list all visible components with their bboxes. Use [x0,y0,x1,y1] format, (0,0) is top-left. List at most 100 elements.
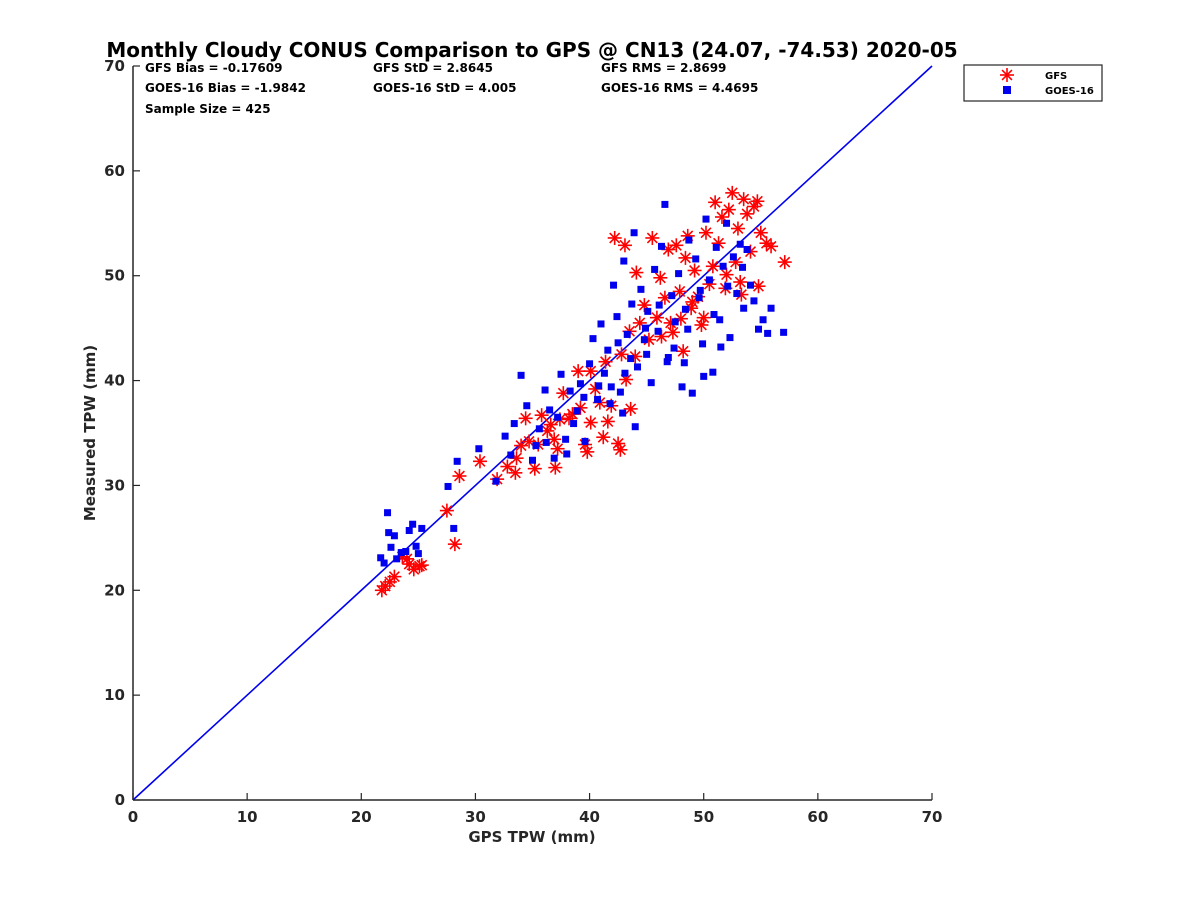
goes-16-point [709,368,717,376]
goes-16-point [546,406,554,414]
goes-16-point [418,524,426,532]
gfs-point [649,310,664,325]
goes-16-point [453,457,461,465]
goes-16-point [678,383,686,391]
goes-16-point [563,450,571,458]
goes-16-point [554,413,562,421]
gfs-point [725,185,740,200]
gfs-point [777,255,792,270]
gfs-point [705,259,720,274]
gfs-point [598,354,613,369]
gfs-point [571,364,586,379]
gfs-point [447,537,462,552]
goes-16-point [507,451,515,459]
goes-16-point [387,543,395,551]
goes-16-point [631,423,639,431]
goes-16-point [647,379,655,387]
legend-box [963,64,1103,102]
gfs-point [543,417,558,432]
goes-16-point [607,383,615,391]
goes-16-series [377,200,788,567]
y-tick-label: 30 [104,476,125,494]
goes-16-point [695,294,703,302]
gfs-series [374,185,792,598]
y-tick-label: 50 [104,267,125,285]
stats-annotations: GFS Bias = -0.17609 GFS StD = 2.8645 GFS… [145,61,758,116]
gfs-point [613,442,628,457]
gfs-point [617,238,632,253]
gfs-point [696,310,711,325]
goes-16-point [581,437,589,445]
sample-size-text: Sample Size = 425 [145,102,271,116]
gfs-point [614,347,629,362]
y-axis-label: Measured TPW (mm) [81,345,99,521]
goes-16-point [535,425,543,433]
goes-16-point [671,318,679,326]
goes-16-point [655,301,663,309]
goes-16-point [675,270,683,278]
goes-16-point [747,281,755,289]
goes-16-point [542,438,550,446]
legend-gfs-marker [1000,68,1014,82]
goes-16-point [696,286,704,294]
x-tick-label: 20 [351,808,372,826]
goes-16-point [606,400,614,408]
goes-rms-text: GOES-16 RMS = 4.4695 [601,81,758,95]
goes-16-point [621,369,629,377]
goes-16-point [702,215,710,223]
goes-16-point [517,371,525,379]
x-tick-label: 0 [128,808,138,826]
goes-16-point [729,253,737,261]
goes-16-point [562,435,570,443]
goes-16-point [586,360,594,368]
gfs-point [736,192,751,207]
x-tick-label: 30 [465,808,486,826]
y-tick-label: 70 [104,57,125,75]
gfs-point [522,434,537,449]
goes-16-point [570,420,578,428]
goes-16-point [589,335,597,343]
goes-16-point [740,304,748,312]
goes-16-point [717,343,725,351]
gfs-point [508,465,523,480]
goes-16-point [739,263,747,271]
goes-16-point [699,340,707,348]
gfs-point [527,461,542,476]
goes-16-point [550,454,558,462]
gfs-point [629,265,644,280]
goes-16-point [692,255,700,263]
goes-bias-text: GOES-16 Bias = -1.9842 [145,81,306,95]
goes-16-point [510,420,518,428]
goes-16-point [600,369,608,377]
goes-16-point [532,442,540,450]
gfs-point [562,411,577,426]
goes-16-point [764,329,772,337]
goes-16-point [657,242,665,250]
legend-gfs-label: GFS [1045,71,1067,82]
goes-16-point [523,402,531,410]
gfs-point [750,194,765,209]
goes-16-point [750,297,758,305]
goes-16-point [573,407,581,415]
gfs-point [669,238,684,253]
goes-16-point [637,285,645,293]
goes-16-point [557,370,565,378]
goes-16-point [576,380,584,388]
gfs-point [687,263,702,278]
gfs-point [678,250,693,265]
goes-16-point [412,542,420,550]
goes-16-point [719,262,727,270]
goes-16-point [654,327,662,335]
gfs-point [414,558,429,573]
goes-16-point [733,290,741,298]
goes-16-point [619,409,627,417]
goes-16-point [397,549,405,557]
goes-16-point [755,325,763,333]
goes-16-point [393,555,401,563]
goes-16-point [616,388,624,396]
legend: GFS GOES-16 [963,64,1103,102]
goes-16-point [377,554,385,562]
gfs-point [452,468,467,483]
gfs-point [607,230,622,245]
